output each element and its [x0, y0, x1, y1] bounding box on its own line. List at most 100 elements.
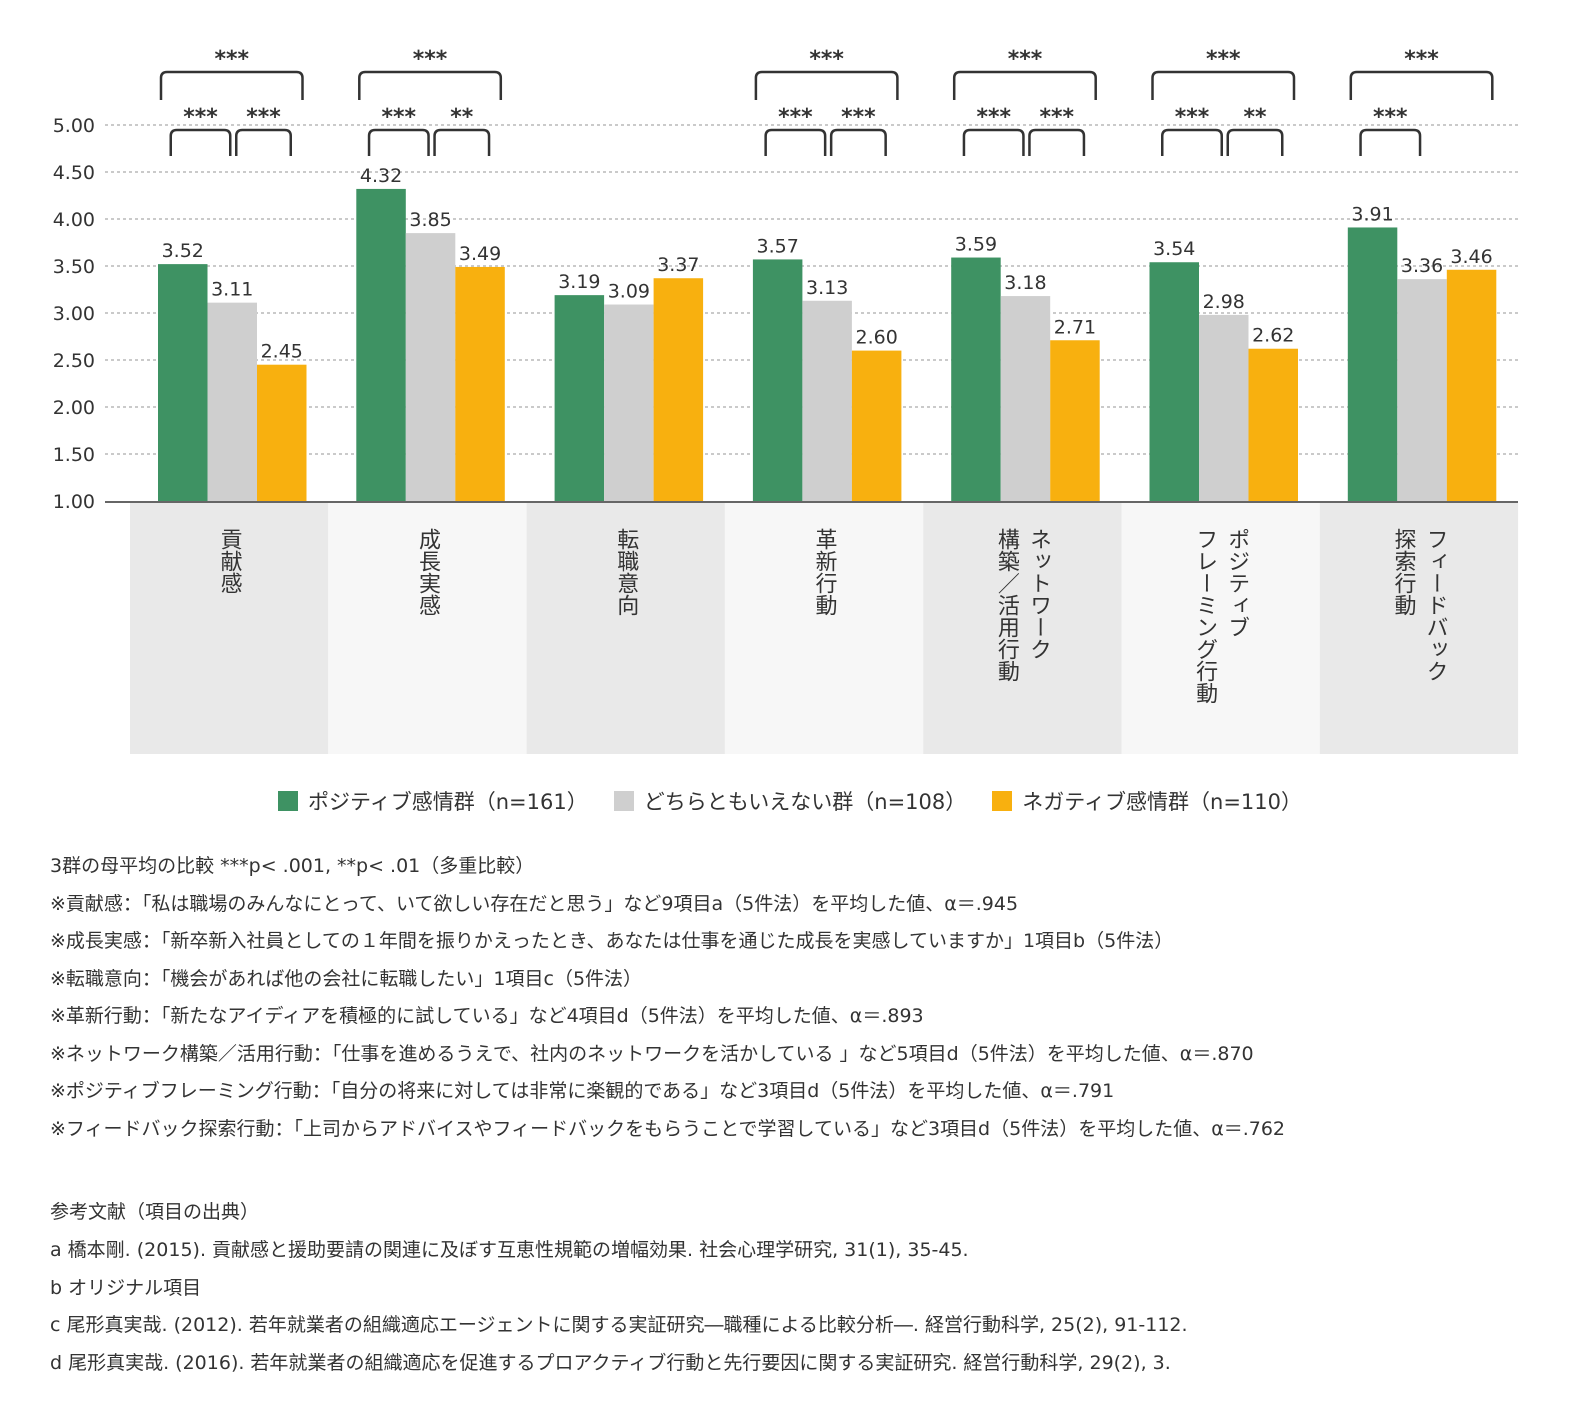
data-label: 2.60 — [855, 327, 897, 349]
significance-stars: *** — [246, 105, 281, 130]
legend-item-positive: ポジティブ感情群（n=161） — [277, 786, 588, 816]
bar — [1199, 314, 1249, 501]
category-band — [526, 503, 725, 754]
significance-bracket — [358, 70, 503, 100]
category-label: 成長実感 — [415, 528, 441, 616]
bar — [1347, 227, 1398, 501]
data-label: 2.62 — [1252, 325, 1294, 347]
data-label: 3.85 — [409, 209, 451, 231]
category-band — [328, 503, 527, 754]
data-label: 3.59 — [955, 234, 997, 256]
significance-bracket — [433, 128, 491, 156]
significance-bracket — [169, 128, 232, 156]
significance-bracket — [754, 70, 899, 100]
note: ※フィードバック探索行動：「上司からアドバイスやフィードバックをもらうことで学習… — [50, 1117, 1286, 1140]
reference: a 橋本剛. (2015). 貢献感と援助要請の関連に及ぼす互恵性規範の増幅効果… — [50, 1238, 969, 1261]
category-band — [1319, 503, 1519, 754]
legend-label: ポジティブ感情群（n=161） — [307, 790, 588, 814]
data-label: 3.13 — [806, 277, 848, 299]
bar-chart: 1.00 1.50 2.00 2.50 3.00 3.50 4.00 4.50 5.00 3.52… — [53, 47, 1519, 754]
category-label: フィードバック — [1422, 528, 1447, 682]
bar — [405, 233, 456, 501]
significance-stars: ** — [450, 105, 474, 130]
bar — [1050, 340, 1100, 501]
legend-label: ネガティブ感情群（n=110） — [1022, 790, 1303, 814]
y-tick-label: 1.00 — [53, 491, 95, 513]
references: 参考文献（項目の出典） a 橋本剛. (2015). 貢献感と援助要請の関連に及… — [50, 1194, 1188, 1383]
category-band — [130, 503, 329, 754]
category-label: 貢献感 — [217, 528, 243, 594]
significance-bracket — [1359, 128, 1422, 156]
significance-stars: *** — [413, 47, 448, 72]
significance-stars: *** — [809, 47, 844, 72]
significance-bracket — [764, 128, 827, 156]
significance-stars: *** — [1175, 105, 1210, 130]
bar — [1248, 348, 1298, 501]
category-label: 転職意向 — [613, 528, 639, 616]
bar — [1000, 296, 1051, 501]
bar — [455, 266, 505, 501]
bar — [158, 264, 208, 501]
bar — [1397, 279, 1447, 501]
y-tick-label: 3.00 — [53, 303, 95, 325]
significance-bracket — [1226, 128, 1284, 156]
data-label: 2.98 — [1203, 291, 1245, 313]
y-tick-label: 4.00 — [53, 209, 95, 231]
legend-swatch-neutral — [613, 791, 634, 811]
category-band — [923, 503, 1122, 754]
bar — [257, 364, 307, 501]
note-significance: 3群の母平均の比較 ***p< .001, **p< .01（多重比較） — [50, 855, 535, 877]
references-heading: 参考文献（項目の出典） — [50, 1201, 260, 1223]
significance-bracket — [1028, 128, 1086, 156]
legend-item-neutral: どちらともいえない群（n=108） — [613, 786, 967, 816]
bar — [604, 304, 654, 501]
significance-bracket — [1151, 70, 1296, 100]
bar — [207, 302, 257, 501]
reference: d 尾形真実哉. (2016). 若年就業者の組織適応を促進するプロアクティブ行… — [50, 1352, 1171, 1375]
significance-stars: *** — [1008, 47, 1043, 72]
significance-stars: *** — [1206, 47, 1241, 72]
data-label: 2.71 — [1054, 316, 1096, 338]
data-label: 3.91 — [1351, 203, 1393, 225]
bar — [653, 278, 704, 501]
category-label: ネットワーク — [1026, 528, 1051, 660]
data-label: 3.36 — [1401, 255, 1443, 277]
y-tick-label: 2.00 — [53, 397, 95, 419]
significance-bracket — [1349, 70, 1494, 100]
category-label: 探索行動 — [1390, 528, 1416, 616]
significance-stars: *** — [382, 105, 417, 130]
bar — [1149, 262, 1199, 501]
y-tick-label: 4.50 — [53, 162, 95, 184]
significance-bracket — [952, 70, 1097, 100]
data-label: 3.49 — [459, 243, 501, 265]
data-label: 3.09 — [608, 281, 650, 303]
bar — [554, 295, 605, 501]
significance-bracket — [367, 128, 430, 156]
notes: 3群の母平均の比較 ***p< .001, **p< .01（多重比較） ※貢献… — [50, 848, 1285, 1148]
data-label: 3.18 — [1004, 272, 1046, 294]
data-label: 4.32 — [360, 165, 402, 187]
note: ※成長実感：「新卒新入社員としての１年間を振りかえったとき、あなたは仕事を通じた… — [50, 930, 1174, 952]
significance-bracket — [962, 128, 1025, 156]
legend-label: どちらともいえない群（n=108） — [643, 790, 967, 814]
bar — [356, 188, 406, 502]
bar — [802, 300, 852, 501]
data-label: 3.57 — [756, 235, 798, 257]
bar — [951, 257, 1001, 501]
y-tick-label: 1.50 — [53, 444, 95, 466]
data-label: 3.52 — [162, 240, 204, 262]
category-band — [724, 503, 924, 754]
bar — [1446, 269, 1497, 501]
significance-stars: *** — [1404, 47, 1439, 72]
significance-bracket — [159, 70, 304, 100]
significance-stars: *** — [1039, 105, 1074, 130]
significance-stars: *** — [976, 105, 1011, 130]
note: ※革新行動：「新たなアイディアを積極的に試している」など4項目d（5件法）を平均… — [50, 1005, 924, 1027]
legend-swatch-negative — [992, 791, 1013, 811]
significance-stars: *** — [214, 47, 249, 72]
significance-stars: ** — [1243, 105, 1267, 130]
data-label: 3.19 — [558, 271, 600, 293]
reference: b オリジナル項目 — [50, 1276, 202, 1299]
significance-bracket — [1161, 128, 1223, 156]
